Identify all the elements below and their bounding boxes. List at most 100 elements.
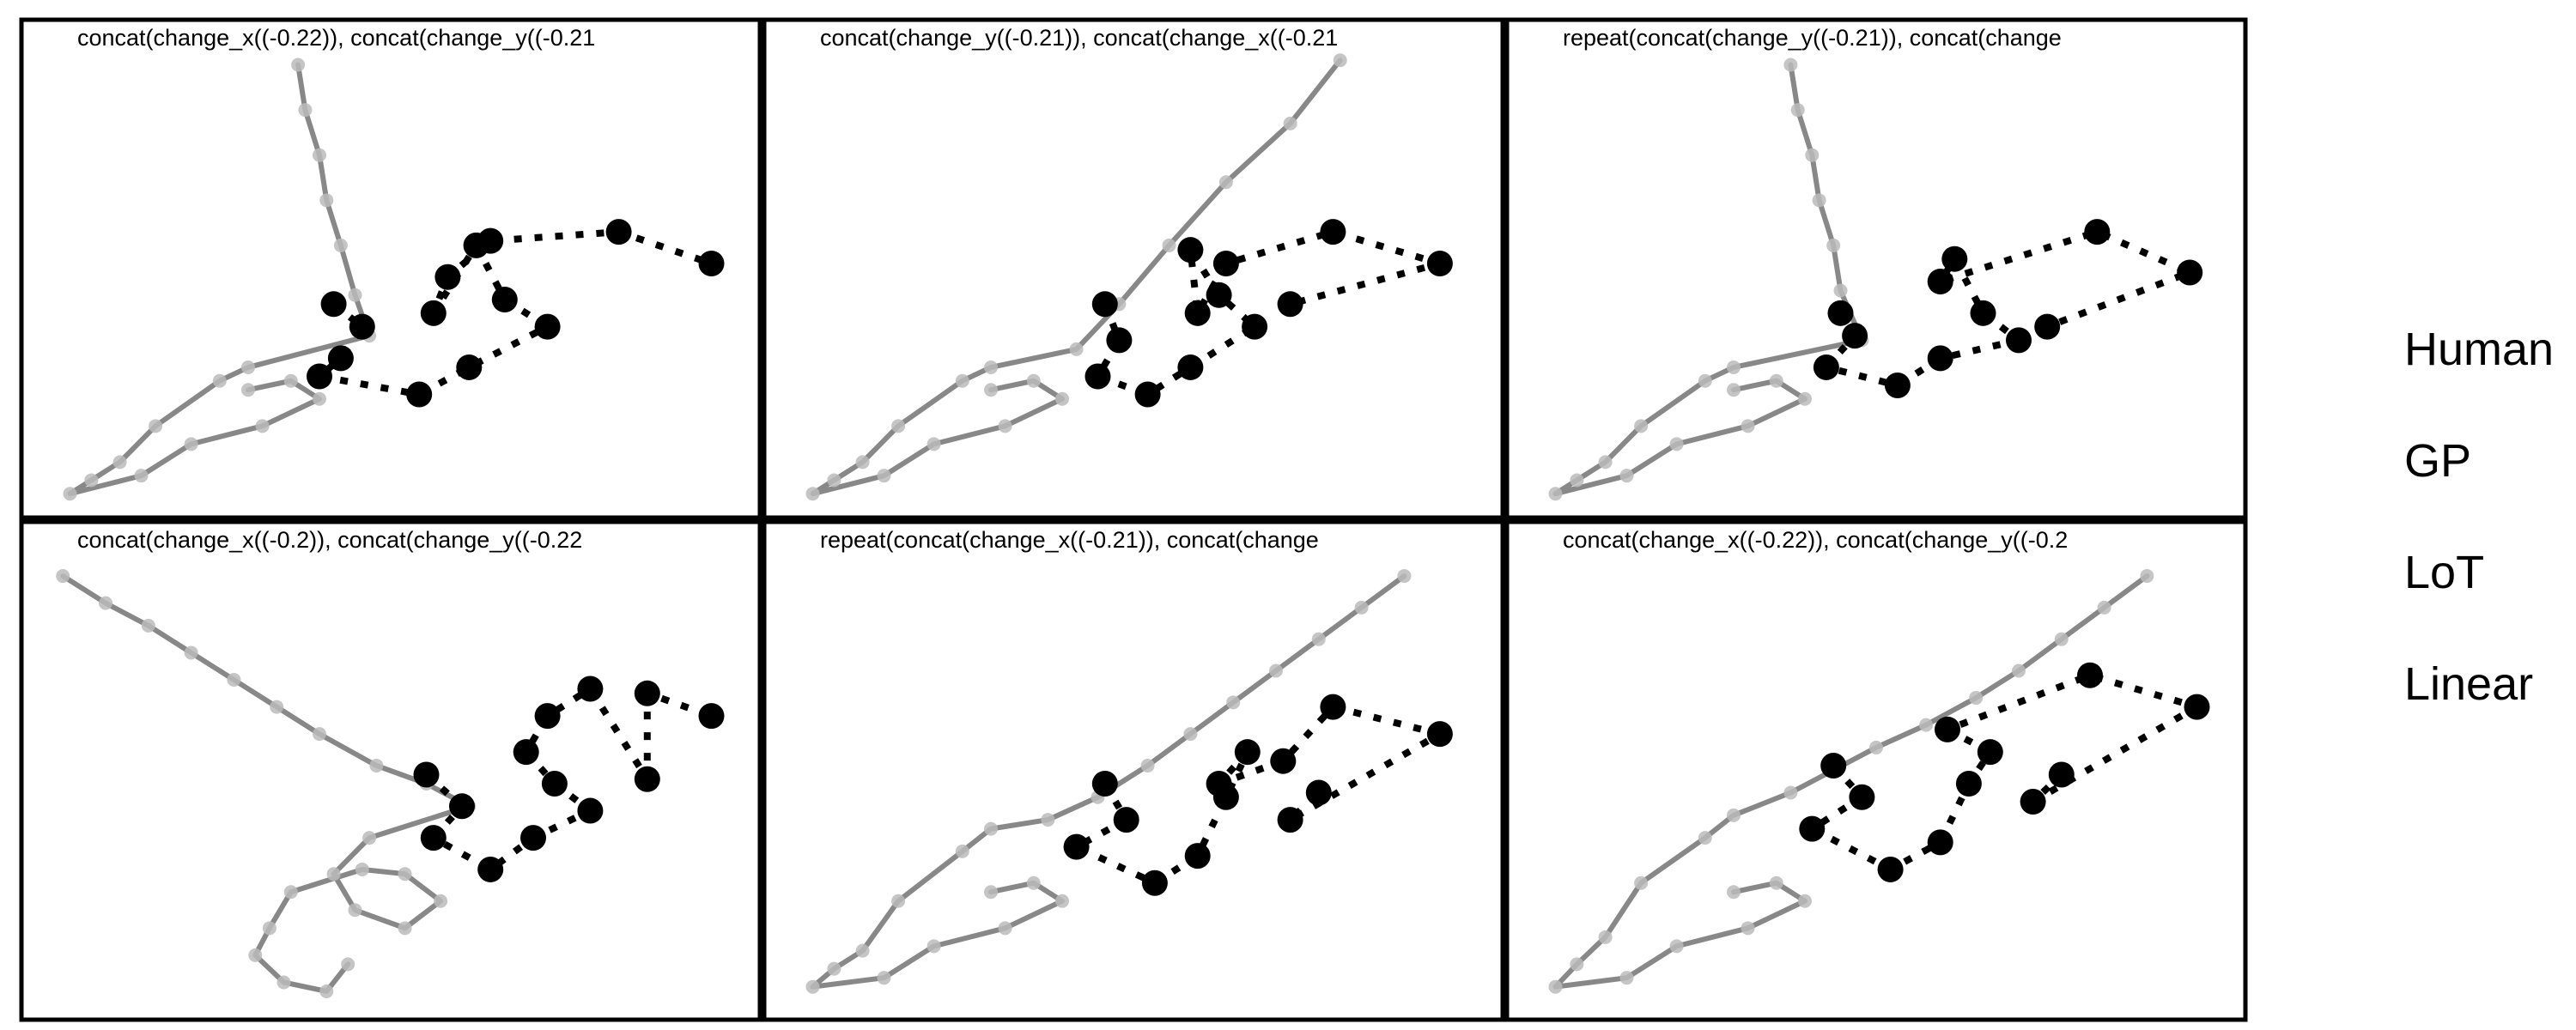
model-point — [1798, 391, 1812, 406]
human-point — [1820, 752, 1847, 779]
human-point — [1063, 833, 1090, 860]
model-point — [1570, 957, 1584, 972]
model-point — [1183, 727, 1198, 742]
model-point — [1669, 939, 1684, 954]
model-point — [1798, 894, 1812, 908]
model-point — [141, 618, 155, 633]
human-point — [456, 354, 483, 380]
human-point — [434, 264, 461, 290]
model-point — [891, 894, 906, 908]
human-point — [1426, 721, 1453, 748]
model-point — [1598, 455, 1613, 470]
model-point — [984, 360, 998, 374]
human-point — [1941, 245, 1968, 272]
model-point — [270, 700, 284, 714]
legend-entry-human: Human — [2404, 324, 2554, 375]
model-point — [319, 984, 334, 998]
model-point — [984, 821, 998, 836]
human-point — [1977, 739, 2003, 766]
model-point — [56, 569, 70, 584]
human-point — [1106, 327, 1133, 354]
human-point — [2006, 327, 2032, 354]
human-point — [327, 345, 354, 372]
human-point — [420, 300, 447, 326]
model-point — [1055, 894, 1069, 908]
model-point — [805, 979, 820, 994]
model-point — [1769, 876, 1783, 890]
panel-5: repeat(concat(change_x((-0.21)), concat(… — [762, 519, 1505, 1022]
human-point — [1091, 291, 1118, 318]
human-point — [1141, 869, 1168, 896]
human-point — [413, 761, 440, 788]
human-point — [1212, 250, 1239, 276]
human-point — [477, 227, 504, 254]
human-point — [1084, 363, 1111, 390]
model-point — [1698, 831, 1712, 845]
human-point — [698, 250, 725, 276]
human-point — [1884, 372, 1911, 398]
human-point — [1849, 784, 1875, 810]
human-point — [1935, 716, 1960, 742]
model-point — [212, 373, 227, 388]
human-point — [577, 797, 604, 824]
model-point — [276, 975, 291, 990]
model-point — [1833, 283, 1848, 298]
model-point — [1869, 740, 1883, 754]
human-point — [2184, 694, 2210, 720]
human-point — [2034, 313, 2061, 340]
legend: Human GP LoT Linear — [2404, 324, 2554, 710]
human-point — [577, 676, 604, 702]
model-point — [1698, 373, 1712, 388]
human-point — [406, 381, 433, 408]
model-point — [1634, 419, 1649, 433]
panel-frame — [1504, 519, 2248, 1022]
human-point — [1184, 843, 1211, 869]
model-point — [1069, 342, 1084, 356]
human-point — [1927, 345, 1953, 372]
human-point — [2020, 789, 2046, 815]
human-point — [1799, 815, 1826, 842]
model-point — [1634, 876, 1649, 890]
panel-title: concat(change_x((-0.22)), concat(change_… — [1563, 527, 2068, 553]
model-point — [348, 288, 362, 302]
model-point — [313, 727, 326, 742]
model-point — [1669, 437, 1684, 451]
model-point — [313, 391, 326, 406]
model-point — [1598, 930, 1613, 944]
human-point — [1927, 829, 1953, 856]
human-point — [541, 771, 568, 797]
human-point — [1206, 282, 1232, 308]
model-trajectory-line — [810, 58, 1343, 497]
model-point — [1140, 758, 1155, 772]
human-trajectory-line — [1805, 671, 2206, 874]
human-point — [2084, 219, 2111, 245]
model-point — [2097, 600, 2111, 615]
human-point — [1877, 856, 1904, 882]
human-trajectory-line — [311, 228, 713, 398]
model-point — [319, 193, 334, 208]
model-point — [1354, 600, 1369, 615]
human-point — [420, 825, 447, 851]
human-point — [1320, 219, 1346, 245]
model-point — [1548, 487, 1563, 501]
panel-4: concat(change_x((-0.2)), concat(change_y… — [19, 519, 762, 1022]
model-point — [827, 961, 841, 976]
panel-title: concat(change_x((-0.22)), concat(change_… — [77, 25, 595, 51]
model-point — [1727, 360, 1741, 374]
model-point — [1283, 116, 1297, 130]
model-point — [333, 238, 348, 252]
model-point — [955, 844, 969, 858]
human-point — [513, 739, 539, 766]
model-point — [1026, 373, 1041, 388]
model-point — [855, 943, 870, 958]
human-point — [1320, 694, 1346, 720]
model-point — [998, 921, 1012, 936]
human-point — [1305, 779, 1332, 806]
model-point — [1969, 691, 1984, 706]
human-point — [1270, 748, 1297, 774]
model-point — [1727, 885, 1741, 900]
model-point — [84, 473, 99, 488]
human-point — [1113, 807, 1139, 833]
model-point — [398, 867, 412, 882]
model-point — [1826, 238, 1841, 252]
